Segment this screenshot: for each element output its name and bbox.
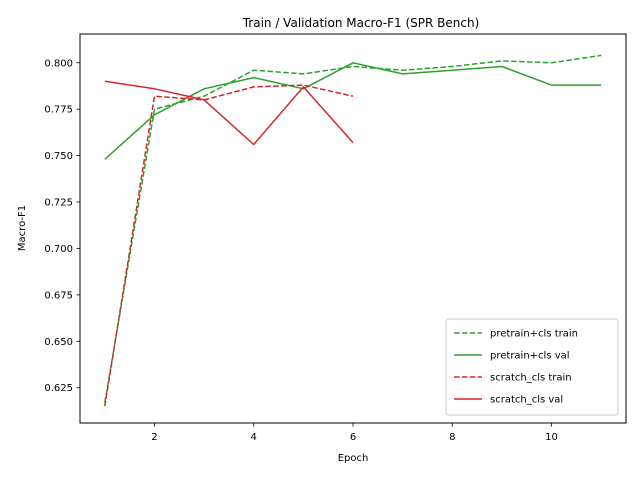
x-tick-label: 8 xyxy=(449,432,455,443)
plot-series xyxy=(104,54,602,407)
series-line-2 xyxy=(104,84,354,407)
legend-label-3: scratch_cls val xyxy=(490,395,563,406)
y-axis: 0.625 0.650 0.675 0.700 0.725 0.750 0.775 0.800 xyxy=(44,58,80,394)
x-axis-label: Epoch xyxy=(338,453,369,464)
x-tick-label: 4 xyxy=(251,432,257,443)
y-tick-label: 0.775 xyxy=(44,105,73,116)
legend-label-2: scratch_cls train xyxy=(490,373,572,384)
legend: pretrain+cls train pretrain+cls val scratc… xyxy=(445,318,619,416)
legend-label-1: pretrain+cls val xyxy=(490,351,570,362)
chart-title: Train / Validation Macro-F1 (SPR Bench) xyxy=(242,16,480,30)
legend-label-0: pretrain+cls train xyxy=(490,329,578,340)
series-line-1 xyxy=(104,62,602,160)
series-line-3 xyxy=(104,80,354,146)
y-tick-label: 0.725 xyxy=(44,198,73,209)
y-axis-label: Macro-F1 xyxy=(17,205,28,251)
legend-box xyxy=(445,318,619,416)
x-axis: 2 4 6 8 10 xyxy=(151,423,558,443)
y-tick-label: 0.750 xyxy=(44,151,73,162)
y-tick-label: 0.650 xyxy=(44,337,73,348)
x-tick-label: 6 xyxy=(350,432,356,443)
y-tick-label: 0.625 xyxy=(44,383,73,394)
y-tick-label: 0.800 xyxy=(44,58,73,69)
y-tick-label: 0.675 xyxy=(44,290,73,301)
y-tick-label: 0.700 xyxy=(44,244,73,255)
x-tick-label: 2 xyxy=(151,432,157,443)
x-tick-label: 10 xyxy=(545,432,558,443)
